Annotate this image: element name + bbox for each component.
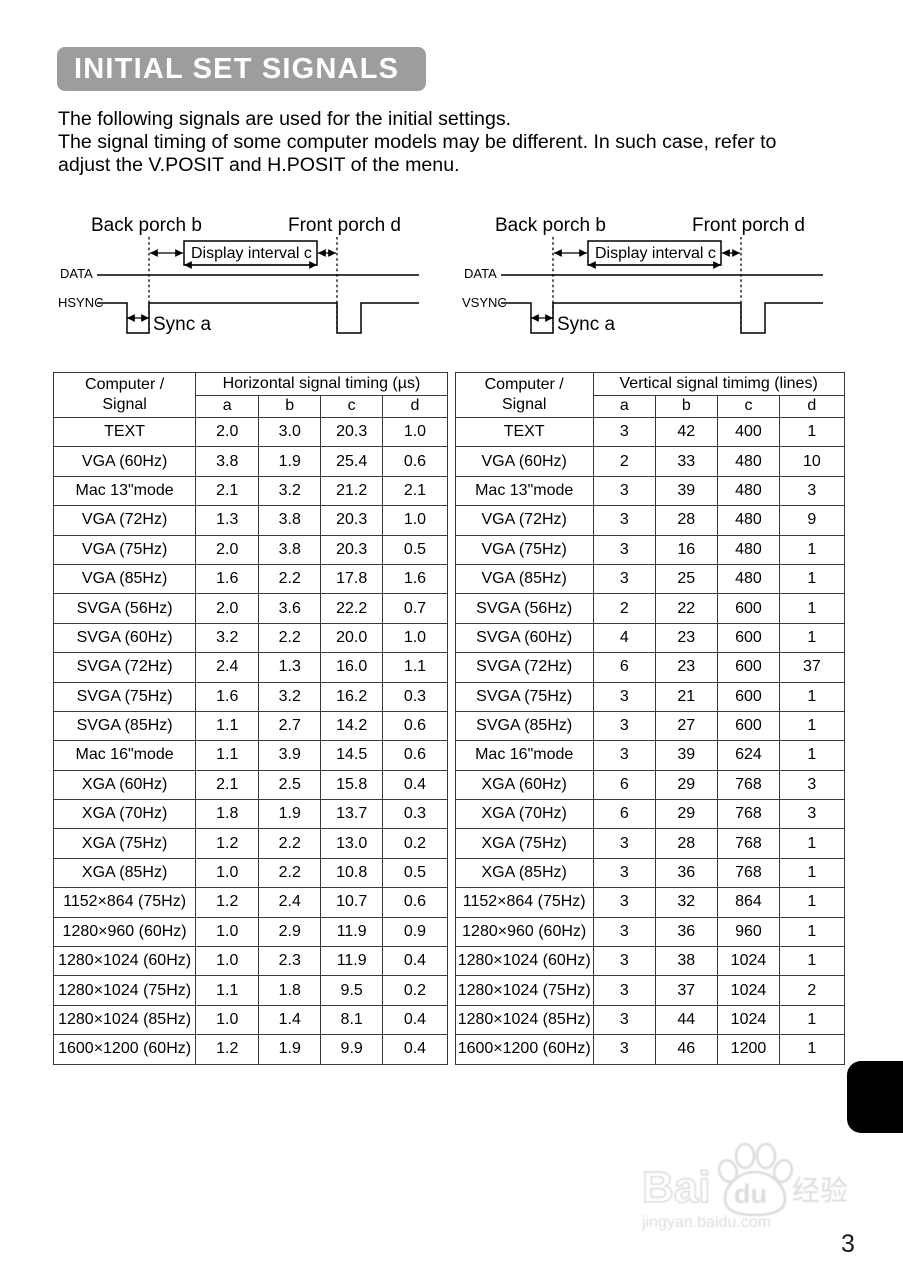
svg-text:Back porch b: Back porch b <box>91 215 202 236</box>
svg-text:DATA: DATA <box>60 266 93 281</box>
svg-text:Display interval c: Display interval c <box>191 245 312 262</box>
svg-text:Sync a: Sync a <box>153 314 212 335</box>
svg-text:Back porch b: Back porch b <box>495 215 606 236</box>
svg-text:VSYNC: VSYNC <box>462 295 507 310</box>
svg-text:jingyan.baidu.com: jingyan.baidu.com <box>642 1214 771 1231</box>
svg-text:Front porch d: Front porch d <box>692 215 805 236</box>
svg-text:du: du <box>734 1179 767 1209</box>
svg-text:Display interval c: Display interval c <box>595 245 716 262</box>
svg-text:Bai: Bai <box>642 1163 710 1212</box>
svg-text:Sync a: Sync a <box>557 314 616 335</box>
svg-text:经验: 经验 <box>792 1175 848 1206</box>
svg-text:HSYNC: HSYNC <box>58 295 104 310</box>
svg-text:Front porch d: Front porch d <box>288 215 401 236</box>
svg-text:DATA: DATA <box>464 266 497 281</box>
